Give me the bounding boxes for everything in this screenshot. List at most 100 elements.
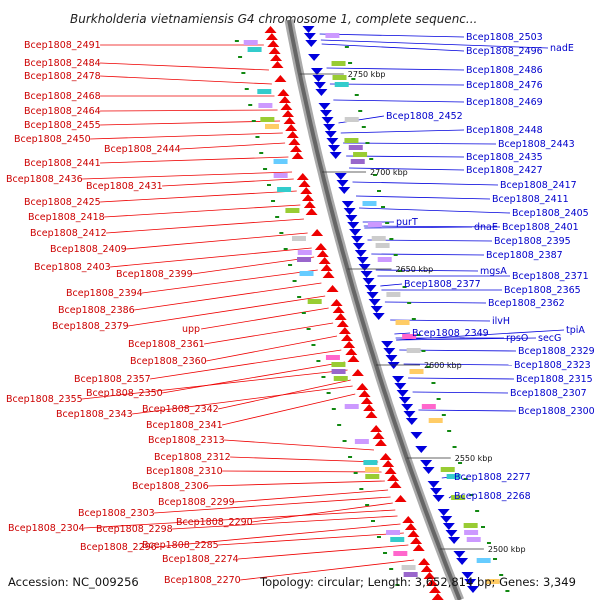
reverse-feature-block — [386, 292, 401, 297]
forward-label-connector — [180, 142, 286, 150]
reverse-gene-label: Bcep1808_2427 — [466, 165, 543, 176]
reverse-label-connector — [333, 99, 465, 103]
forward-gene-arrow — [426, 579, 439, 586]
forward-gene-arrow — [320, 264, 333, 271]
forward-gene-arrow — [358, 390, 371, 397]
reverse-gene-arrow — [437, 509, 450, 516]
forward-gene-arrow — [298, 180, 311, 187]
reverse-label-connector — [403, 363, 513, 366]
forward-label-connector — [222, 470, 382, 473]
forward-gene-label: Bcep1808_2296 — [80, 542, 157, 553]
reverse-label-connector — [380, 283, 403, 287]
forward-gene-label: Bcep1808_2468 — [24, 91, 101, 102]
forward-gene-label: Bcep1808_2310 — [146, 466, 223, 477]
reverse-gene-arrow — [352, 243, 365, 250]
reverse-gene-label: Bcep1808_2365 — [504, 285, 581, 296]
forward-label-connector — [238, 544, 409, 560]
forward-gene-arrow — [316, 250, 329, 257]
tick-mark — [259, 152, 264, 154]
backbone-arc — [287, 19, 462, 600]
reverse-gene-arrow — [341, 201, 354, 208]
forward-gene-arrow — [278, 96, 291, 103]
forward-gene-arrow — [370, 425, 383, 432]
forward-label-connector — [104, 204, 301, 218]
forward-gene-label: Bcep1808_2285 — [142, 540, 219, 551]
tick-mark — [301, 312, 306, 314]
reverse-gene-label: Bcep1808_2362 — [488, 298, 565, 309]
tick-mark — [311, 344, 316, 346]
reverse-feature-block — [331, 61, 346, 66]
reverse-feature-block — [332, 75, 347, 80]
tick-mark — [306, 328, 311, 330]
forward-gene-label: Bcep1808_2343 — [56, 409, 133, 420]
reverse-feature-block — [353, 152, 368, 157]
forward-gene-arrow — [412, 544, 425, 551]
tick-mark — [263, 168, 268, 170]
reverse-gene-arrow — [356, 257, 369, 264]
tick-mark — [348, 456, 353, 458]
reverse-gene-label: purT — [396, 217, 418, 228]
reverse-feature-block — [463, 523, 478, 528]
tick-mark — [353, 472, 358, 474]
forward-gene-arrow — [363, 404, 376, 411]
reverse-feature-block — [406, 348, 421, 353]
reverse-label-connector — [349, 167, 465, 171]
tick-mark — [389, 568, 394, 570]
forward-label-connector — [154, 496, 391, 514]
reverse-gene-arrow — [305, 40, 318, 47]
forward-feature-block — [386, 530, 401, 535]
reverse-label-connector — [418, 409, 517, 412]
forward-label-connector — [110, 247, 312, 268]
tick-mark — [441, 414, 446, 416]
forward-label-connector — [90, 132, 283, 140]
tick-mark — [297, 296, 302, 298]
reverse-gene-label: secG — [538, 333, 561, 344]
forward-gene-arrow — [296, 173, 309, 180]
forward-gene-arrow — [418, 558, 431, 565]
forward-gene-arrow — [384, 467, 397, 474]
forward-gene-arrow — [347, 355, 360, 362]
reverse-gene-arrow — [398, 397, 411, 404]
reverse-label-connector — [319, 33, 465, 38]
tick-mark — [416, 334, 421, 336]
forward-gene-arrow — [277, 89, 290, 96]
forward-gene-arrow — [318, 257, 331, 264]
reverse-gene-arrow — [329, 152, 342, 159]
reverse-feature-block — [485, 579, 500, 584]
forward-gene-label: Bcep1808_2350 — [86, 388, 163, 399]
reverse-gene-label: Bcep1808_2349 — [412, 328, 489, 339]
forward-gene-label: Bcep1808_2444 — [104, 144, 181, 155]
reverse-gene-arrow — [432, 495, 445, 502]
forward-feature-block — [297, 250, 312, 255]
forward-gene-arrow — [300, 187, 313, 194]
reverse-gene-arrow — [347, 222, 360, 229]
forward-gene-arrow — [387, 474, 400, 481]
reverse-gene-label: Bcep1808_2323 — [514, 360, 591, 371]
forward-gene-label: Bcep1808_2491 — [24, 40, 101, 51]
reverse-feature-block — [466, 537, 481, 542]
forward-gene-label: Bcep1808_2409 — [50, 244, 127, 255]
forward-gene-arrow — [268, 47, 281, 54]
forward-gene-label: Bcep1808_2464 — [24, 106, 101, 117]
forward-gene-label: Bcep1808_2342 — [142, 404, 219, 415]
reverse-gene-arrow — [394, 383, 407, 390]
forward-gene-arrow — [338, 327, 351, 334]
tick-mark — [376, 536, 381, 538]
forward-gene-label: Bcep1808_2298 — [96, 524, 173, 535]
tick-mark — [348, 62, 353, 64]
reverse-feature-block — [395, 320, 410, 325]
forward-label-connector — [204, 322, 334, 345]
reverse-gene-arrow — [358, 264, 371, 271]
tick-mark — [447, 430, 452, 432]
reverse-gene-label: Bcep1808_2329 — [518, 346, 595, 357]
tick-mark — [358, 110, 363, 112]
reverse-gene-arrow — [310, 68, 323, 75]
forward-feature-block — [403, 572, 418, 577]
forward-feature-block — [307, 299, 322, 304]
reverse-gene-label: Bcep1808_2411 — [492, 194, 569, 205]
forward-gene-arrow — [382, 460, 395, 467]
forward-gene-label: Bcep1808_2478 — [24, 71, 101, 82]
reverse-gene-arrow — [364, 285, 377, 292]
forward-gene-arrow — [271, 61, 284, 68]
forward-gene-arrow — [274, 75, 287, 82]
